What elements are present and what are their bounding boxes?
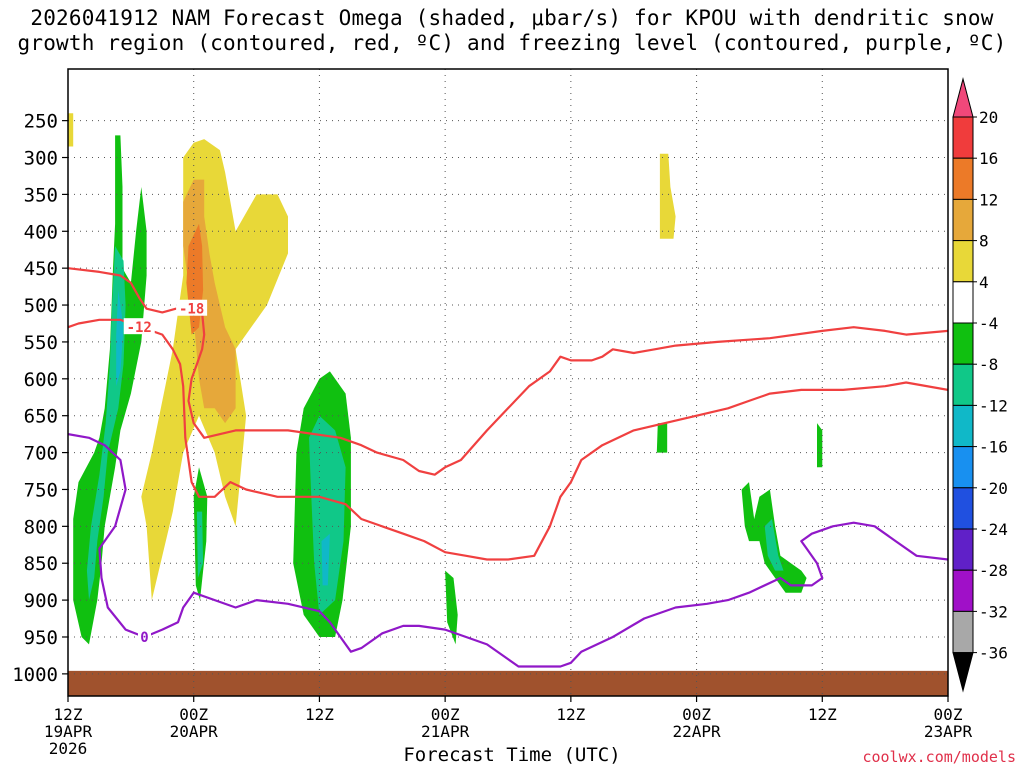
y-tick-label-550: 550: [24, 332, 58, 354]
omega-region-17: [764, 519, 784, 571]
y-tick-label-850: 850: [24, 553, 58, 575]
colorbar-swatch-6: [952, 363, 974, 406]
x-tick-label-48-0: 12Z: [556, 705, 585, 724]
colorbar-swatch-12: [952, 610, 974, 654]
y-tick-label-500: 500: [24, 295, 58, 317]
y-axis-ticks: 250 300 350 400 450 500 550 600 650 700 750 800 850 9…: [12, 111, 68, 686]
contour-label-2: 0: [140, 630, 148, 646]
colorbar-swatch-4: [952, 281, 974, 324]
ground-layer: [68, 670, 948, 696]
colorbar-label-3: 8: [979, 232, 989, 251]
omega-shading: [68, 113, 823, 645]
x-tick-label-36-0: 00Z: [431, 705, 460, 724]
x-tick-label-0-0: 12Z: [54, 705, 83, 724]
y-tick-label-250: 250: [24, 111, 58, 133]
contour-label-bg-2: [137, 627, 151, 644]
colorbar-arrow-top: [952, 77, 974, 118]
chart-title-line-1: 2026041912 NAM Forecast Omega (shaded, μ…: [30, 6, 994, 30]
omega-region-11: [309, 415, 346, 615]
contour-label-bg-1: [176, 299, 208, 316]
colorbar-label-6: -8: [979, 355, 998, 374]
y-tick-label-900: 900: [24, 590, 58, 612]
colorbar-swatch-9: [952, 487, 974, 530]
x-tick-label-84-1: 23APR: [924, 722, 973, 741]
colorbar-label-0: 20: [979, 108, 998, 127]
contour-line-2: [68, 433, 948, 668]
colorbar-swatch-10: [952, 528, 974, 571]
contour-label-0: -12: [127, 320, 152, 336]
y-tick-label-700: 700: [24, 443, 58, 465]
omega-region-7: [116, 290, 124, 387]
colorbar-swatch-7: [952, 404, 974, 448]
y-tick-label-1000: 1000: [12, 664, 58, 686]
x-tick-label-0-2: 2026: [49, 739, 88, 758]
y-tick-label-350: 350: [24, 184, 58, 206]
plot-frame: [67, 68, 949, 697]
colorbar-arrow-bottom: [952, 652, 974, 693]
colorbar-label-8: -16: [979, 438, 1008, 457]
omega-region-4: [659, 153, 676, 239]
x-tick-label-24-0: 12Z: [305, 705, 334, 724]
omega-region-13: [445, 570, 458, 645]
omega-region-15: [817, 423, 823, 468]
y-tick-label-300: 300: [24, 148, 58, 170]
x-tick-label-12-0: 00Z: [179, 705, 208, 724]
colorbar-swatch-8: [952, 446, 974, 489]
colorbar-label-13: -36: [979, 644, 1008, 663]
y-tick-label-650: 650: [24, 406, 58, 428]
colorbar-label-2: 12: [979, 190, 998, 209]
omega-region-6: [86, 246, 126, 601]
x-tick-label-84-0: 00Z: [934, 705, 963, 724]
axes: [67, 68, 949, 697]
colorbar-label-1: 16: [979, 149, 998, 168]
omega-region-12: [321, 533, 330, 586]
x-tick-label-0-1: 19APR: [44, 722, 93, 741]
temperature-contours: -12 -18 0: [68, 267, 948, 668]
x-tick-label-12-1: 20APR: [170, 722, 219, 741]
y-tick-label-450: 450: [24, 258, 58, 280]
y-tick-label-400: 400: [24, 221, 58, 243]
omega-region-0: [68, 113, 74, 147]
colorbar-label-4: 4: [979, 273, 989, 292]
contour-line-0: [68, 318, 948, 561]
y-tick-label-600: 600: [24, 369, 58, 391]
contour-label-bg-0: [123, 318, 155, 335]
colorbar-swatch-3: [952, 240, 974, 283]
colorbar-swatch-1: [952, 157, 974, 200]
contour-label-1: -18: [179, 302, 204, 318]
x-tick-label-60-1: 22APR: [672, 722, 721, 741]
colorbar-swatch-0: [952, 116, 974, 159]
colorbar-label-12: -32: [979, 602, 1008, 621]
credit-text: coolwx.com/models: [862, 748, 1016, 766]
colorbar-label-7: -12: [979, 396, 1008, 415]
x-axis-title: Forecast Time (UTC): [403, 744, 621, 766]
x-tick-label-60-0: 00Z: [682, 705, 711, 724]
x-tick-label-72-0: 12Z: [808, 705, 837, 724]
chart-title-line-2: growth region (contoured, red, ºC) and f…: [17, 31, 1007, 55]
y-tick-label-950: 950: [24, 627, 58, 649]
omega-region-14: [656, 423, 668, 453]
colorbar-label-5: -4: [979, 314, 998, 333]
colorbar-label-11: -28: [979, 561, 1008, 580]
colorbar-label-9: -20: [979, 479, 1008, 498]
colorbar-legend: 20 16 12 8 4 -4 -8 -12 -16 -20 -24 -28 -32 -36: [952, 77, 1008, 693]
colorbar-swatch-11: [952, 569, 974, 612]
omega-region-9: [196, 511, 204, 578]
colorbar-swatch-2: [952, 198, 974, 242]
colorbar-label-10: -24: [979, 520, 1008, 539]
x-tick-label-36-1: 21APR: [421, 722, 470, 741]
ground-band: [68, 670, 948, 696]
y-tick-label-750: 750: [24, 479, 58, 501]
y-tick-label-800: 800: [24, 516, 58, 538]
colorbar-swatch-5: [952, 322, 974, 365]
